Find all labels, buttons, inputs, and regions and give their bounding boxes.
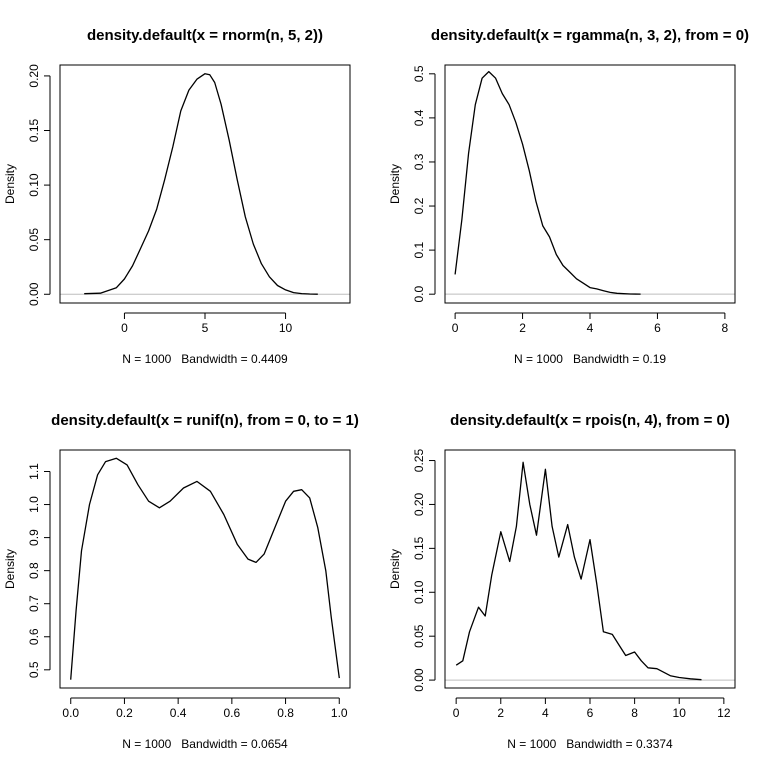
chart-title: density.default(x = rgamma(n, 3, 2), fro… xyxy=(431,27,749,44)
y-tick-label: 0.3 xyxy=(412,153,426,170)
y-tick-label: 0.05 xyxy=(412,624,426,648)
y-tick-label: 0.05 xyxy=(27,228,41,252)
x-axis-label: N = 1000 Bandwidth = 0.3374 xyxy=(507,737,673,751)
y-tick-label: 0.1 xyxy=(412,241,426,258)
x-tick-label: 10 xyxy=(279,321,293,335)
plot-frame xyxy=(444,64,736,304)
x-tick-label: 8 xyxy=(722,321,729,335)
panel-runif-density: density.default(x = runif(n), from = 0, … xyxy=(3,412,359,751)
x-axis-label: N = 1000 Bandwidth = 0.19 xyxy=(514,352,666,366)
density-curve xyxy=(70,457,340,680)
y-tick-label: 1.1 xyxy=(27,463,41,480)
chart-title: density.default(x = rnorm(n, 5, 2)) xyxy=(87,27,323,44)
chart-title: density.default(x = rpois(n, 4), from = … xyxy=(450,412,730,429)
y-tick-label: 0.25 xyxy=(412,449,426,473)
plot-frame xyxy=(444,449,736,689)
y-axis-label: Density xyxy=(388,549,402,589)
x-tick-label: 10 xyxy=(673,706,687,720)
density-curve xyxy=(455,461,702,681)
y-tick-label: 0.7 xyxy=(27,595,41,612)
y-tick-label: 0.4 xyxy=(412,109,426,126)
plot-frame xyxy=(59,449,351,689)
y-tick-label: 0.15 xyxy=(412,536,426,560)
x-tick-label: 0.4 xyxy=(170,706,187,720)
y-tick-label: 0.5 xyxy=(27,661,41,678)
y-tick-label: 0.6 xyxy=(27,628,41,645)
x-tick-label: 0.0 xyxy=(62,706,79,720)
y-tick-label: 0.00 xyxy=(27,282,41,306)
x-tick-label: 2 xyxy=(519,321,526,335)
x-tick-label: 8 xyxy=(631,706,638,720)
y-tick-label: 0.00 xyxy=(412,668,426,692)
x-tick-label: 1.0 xyxy=(331,706,348,720)
x-tick-label: 0 xyxy=(121,321,128,335)
x-axis-label: N = 1000 Bandwidth = 0.0654 xyxy=(122,737,288,751)
x-tick-label: 6 xyxy=(587,706,594,720)
x-tick-label: 0 xyxy=(452,321,459,335)
y-tick-label: 0.8 xyxy=(27,562,41,579)
x-tick-label: 0.8 xyxy=(277,706,294,720)
y-axis-label: Density xyxy=(3,549,17,589)
x-tick-label: 12 xyxy=(717,706,731,720)
y-axis-label: Density xyxy=(388,164,402,204)
x-tick-label: 4 xyxy=(587,321,594,335)
x-tick-label: 4 xyxy=(542,706,549,720)
y-tick-label: 0.20 xyxy=(27,64,41,88)
density-curve xyxy=(454,70,641,295)
y-tick-label: 0.20 xyxy=(412,492,426,516)
chart-title: density.default(x = runif(n), from = 0, … xyxy=(51,412,359,429)
x-tick-label: 2 xyxy=(497,706,504,720)
y-tick-label: 0.15 xyxy=(27,119,41,143)
y-tick-label: 1.0 xyxy=(27,496,41,513)
x-tick-label: 0.6 xyxy=(224,706,241,720)
y-axis-label: Density xyxy=(3,164,17,204)
plot-frame xyxy=(59,64,351,304)
panel-rgamma-density: density.default(x = rgamma(n, 3, 2), fro… xyxy=(388,27,749,366)
x-axis-label: N = 1000 Bandwidth = 0.4409 xyxy=(122,352,288,366)
panel-rnorm-density: density.default(x = rnorm(n, 5, 2)) 0 5 10 0… xyxy=(3,27,351,366)
y-tick-label: 0.0 xyxy=(412,286,426,303)
x-tick-label: 6 xyxy=(654,321,661,335)
x-tick-label: 0 xyxy=(453,706,460,720)
y-tick-label: 0.9 xyxy=(27,529,41,546)
x-tick-label: 0.2 xyxy=(116,706,133,720)
density-curve xyxy=(84,73,318,295)
panel-rpois-density: density.default(x = rpois(n, 4), from = … xyxy=(388,412,736,751)
y-tick-label: 0.5 xyxy=(412,65,426,82)
x-tick-label: 5 xyxy=(202,321,209,335)
y-tick-label: 0.10 xyxy=(412,580,426,604)
y-tick-label: 0.2 xyxy=(412,197,426,214)
y-tick-label: 0.10 xyxy=(27,173,41,197)
